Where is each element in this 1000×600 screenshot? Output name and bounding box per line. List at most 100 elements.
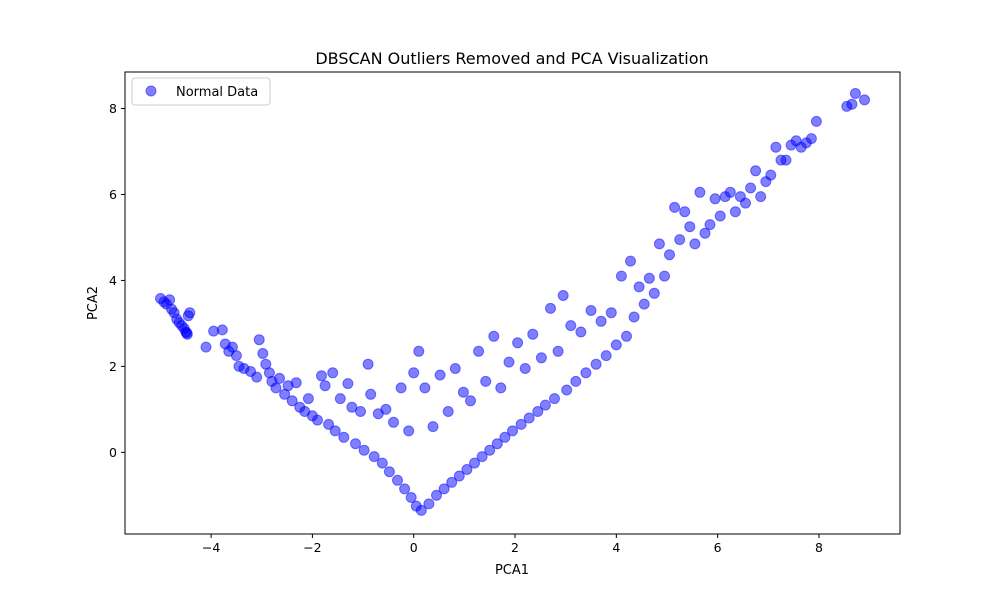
data-point <box>664 249 675 261</box>
data-point <box>770 141 782 153</box>
y-tick-label: 4 <box>109 273 117 288</box>
data-point <box>368 451 380 463</box>
data-point <box>805 133 817 145</box>
data-point <box>549 393 560 405</box>
data-point <box>408 367 420 379</box>
data-point <box>552 345 564 357</box>
data-point <box>495 382 507 394</box>
data-point <box>342 378 354 390</box>
data-point <box>362 358 374 370</box>
data-point <box>621 330 632 342</box>
data-point <box>515 418 527 430</box>
data-point <box>704 219 716 231</box>
y-axis-label: PCA2 <box>86 286 101 320</box>
data-point <box>648 287 660 299</box>
data-point <box>476 451 488 463</box>
data-point <box>395 382 407 394</box>
data-point <box>625 255 636 267</box>
data-point <box>755 191 767 203</box>
data-point <box>765 169 777 181</box>
data-point <box>745 182 757 194</box>
data-point <box>859 94 870 106</box>
data-point <box>561 384 573 396</box>
data-point <box>750 165 762 177</box>
data-point <box>358 444 370 456</box>
data-point <box>643 272 655 284</box>
x-tick-label: 8 <box>815 540 823 555</box>
data-point <box>512 337 524 349</box>
data-point <box>327 367 339 379</box>
data-point <box>257 348 269 359</box>
data-point <box>200 341 212 353</box>
y-tick-label: 8 <box>109 101 117 116</box>
data-point <box>532 406 544 417</box>
data-point <box>480 375 492 387</box>
data-point <box>600 350 612 362</box>
data-point <box>527 328 539 340</box>
data-point <box>610 339 622 351</box>
data-point <box>585 305 597 316</box>
data-point <box>846 98 858 110</box>
data-point <box>653 238 665 250</box>
data-point <box>679 206 691 218</box>
data-point <box>628 311 640 323</box>
data-point <box>346 401 358 413</box>
data-point <box>535 352 547 364</box>
data-point <box>575 326 587 338</box>
data-point <box>615 270 627 282</box>
data-point <box>689 238 701 250</box>
x-axis-ticks: −4 −2 0 2 4 6 8 <box>202 534 823 555</box>
data-point <box>164 294 176 306</box>
points-layer <box>155 88 870 516</box>
data-point <box>674 234 686 246</box>
data-point <box>453 470 465 482</box>
data-point <box>684 221 696 233</box>
data-point <box>740 197 751 209</box>
data-point <box>405 492 417 503</box>
data-point <box>461 464 473 475</box>
data-point <box>724 186 736 198</box>
plot-frame <box>124 71 901 535</box>
chart-title: DBSCAN Outliers Removed and PCA Visualiz… <box>315 49 708 68</box>
data-point <box>434 369 446 381</box>
data-point <box>709 193 721 205</box>
data-point <box>334 393 346 405</box>
data-point <box>810 115 822 127</box>
data-point <box>323 418 335 430</box>
data-point <box>319 380 331 392</box>
data-point <box>849 88 861 99</box>
data-point <box>714 210 726 222</box>
data-point <box>519 363 531 374</box>
x-axis-label: PCA1 <box>495 563 529 578</box>
legend-label: Normal Data <box>176 85 258 100</box>
data-point <box>419 382 431 394</box>
data-point <box>545 302 556 314</box>
data-point <box>270 382 282 394</box>
data-point <box>488 330 500 342</box>
y-tick-label: 2 <box>109 359 117 374</box>
data-point <box>376 457 388 469</box>
data-point <box>473 345 485 357</box>
data-point <box>388 416 399 428</box>
data-point <box>184 307 196 319</box>
data-point <box>423 498 435 510</box>
data-point <box>365 388 377 400</box>
data-point <box>181 327 193 339</box>
data-point <box>539 399 551 411</box>
data-point <box>312 414 323 426</box>
data-point <box>503 356 515 368</box>
data-point <box>380 403 392 415</box>
data-point <box>699 227 711 239</box>
data-point <box>499 431 511 443</box>
data-point <box>329 425 341 437</box>
legend: Normal Data <box>131 77 271 106</box>
x-tick-label: 6 <box>714 540 722 555</box>
data-point <box>595 315 607 327</box>
x-tick-label: 2 <box>511 540 519 555</box>
data-point <box>442 406 454 417</box>
x-tick-label: −4 <box>202 540 220 555</box>
y-tick-label: 6 <box>109 187 117 202</box>
data-point <box>446 476 458 488</box>
data-point <box>338 431 350 443</box>
data-point <box>403 425 415 437</box>
